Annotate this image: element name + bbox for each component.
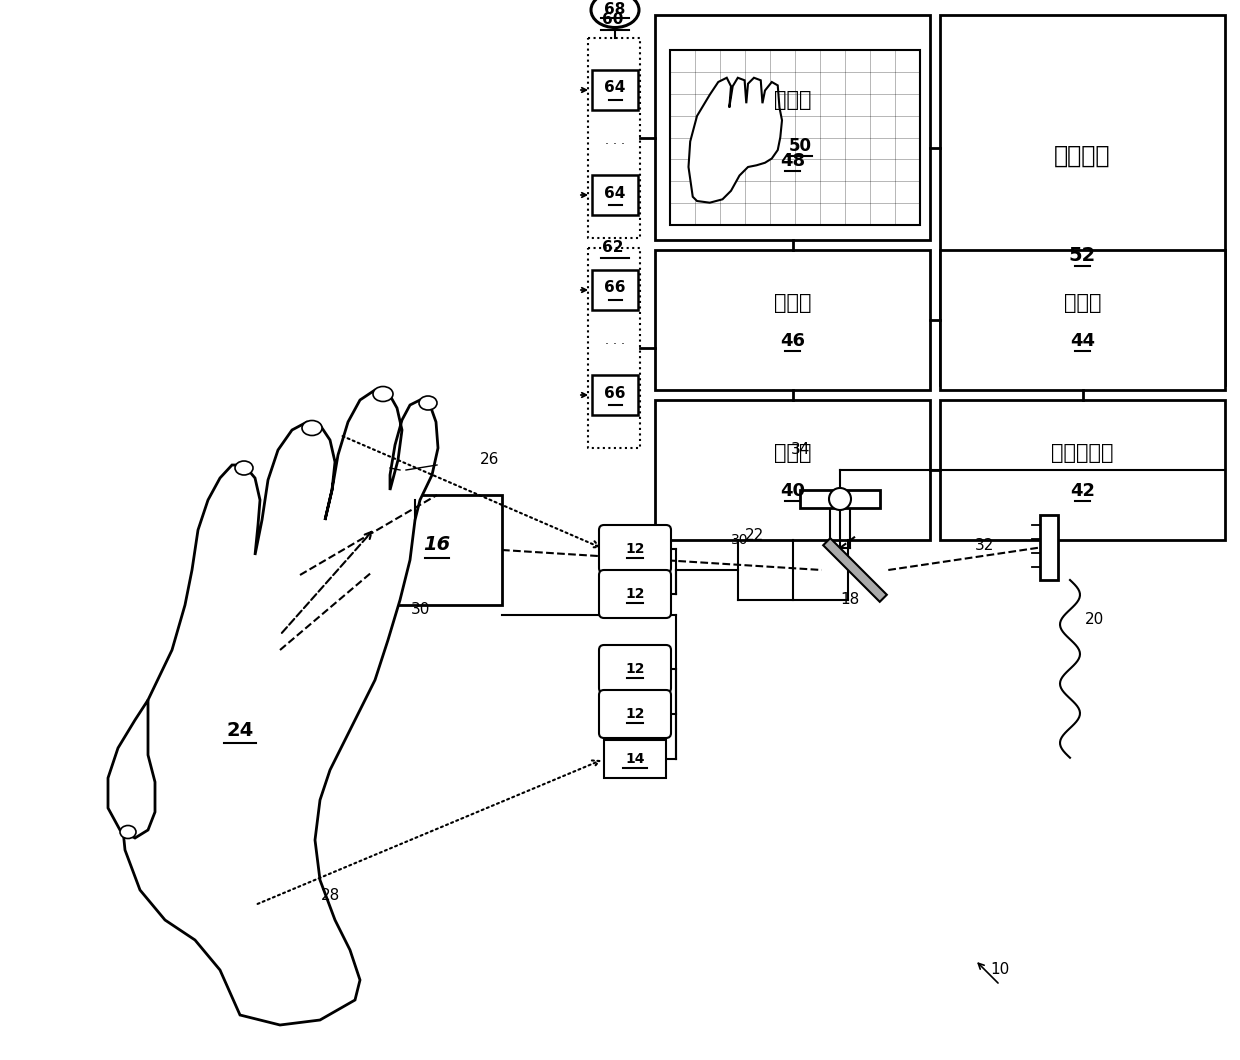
Text: 68: 68 [604,2,626,18]
Text: 22: 22 [745,528,765,543]
Bar [655,400,930,540]
Ellipse shape [120,826,136,838]
Text: 64: 64 [604,81,626,95]
Text: 30: 30 [410,602,430,618]
Bar [940,400,1225,540]
Ellipse shape [303,421,322,436]
Text: 显示器: 显示器 [774,90,811,110]
Bar [940,250,1225,390]
Text: 32: 32 [976,537,994,552]
Text: 64: 64 [604,186,626,200]
Text: 42: 42 [1070,482,1095,500]
Ellipse shape [591,0,639,28]
Bar [604,740,666,778]
Polygon shape [120,390,438,1025]
Text: 用户界面: 用户界面 [1054,143,1111,167]
Text: 存储器: 存储器 [1064,294,1101,313]
Text: 66: 66 [604,281,626,296]
Text: 40: 40 [780,482,805,500]
Text: 52: 52 [1069,246,1096,265]
Polygon shape [108,700,155,838]
Text: 30: 30 [732,533,749,547]
Text: 50: 50 [789,137,811,155]
Text: 12: 12 [625,662,645,676]
Ellipse shape [419,396,436,410]
Text: 12: 12 [625,707,645,721]
Bar [800,490,880,508]
Bar [655,250,930,390]
Text: 44: 44 [1070,332,1095,350]
Polygon shape [688,77,782,202]
Text: 26: 26 [480,453,500,467]
Text: 24: 24 [227,721,254,740]
FancyBboxPatch shape [599,570,671,618]
Text: 10: 10 [991,962,1009,977]
Bar [591,270,639,310]
Bar [591,375,639,416]
Text: 60: 60 [603,13,624,28]
Text: 48: 48 [780,153,805,171]
Text: 处理器: 处理器 [774,294,811,313]
Text: 66: 66 [604,386,626,401]
Text: 12: 12 [625,587,645,601]
Bar [372,495,502,605]
Bar [1040,515,1058,580]
Text: 34: 34 [790,442,810,458]
Ellipse shape [830,488,851,510]
Ellipse shape [373,387,393,402]
FancyBboxPatch shape [599,644,671,693]
Text: 20: 20 [1085,613,1105,628]
Text: 62: 62 [603,241,624,255]
Text: 46: 46 [780,332,805,350]
Bar [591,70,639,110]
Text: 18: 18 [841,593,859,607]
Bar [655,15,930,240]
Text: 16: 16 [423,535,450,554]
Polygon shape [823,538,887,602]
Text: · · ·: · · · [605,338,625,352]
Text: 12: 12 [625,542,645,556]
Bar [940,15,1225,385]
FancyBboxPatch shape [599,690,671,738]
Ellipse shape [236,461,253,475]
Bar [670,50,920,225]
Text: 驱动器: 驱动器 [774,443,811,463]
Text: 14: 14 [625,752,645,766]
Text: · · ·: · · · [605,139,625,152]
FancyBboxPatch shape [599,525,671,573]
Bar [591,175,639,215]
Text: 28: 28 [320,887,340,902]
Text: 图像缓冲器: 图像缓冲器 [1052,443,1114,463]
